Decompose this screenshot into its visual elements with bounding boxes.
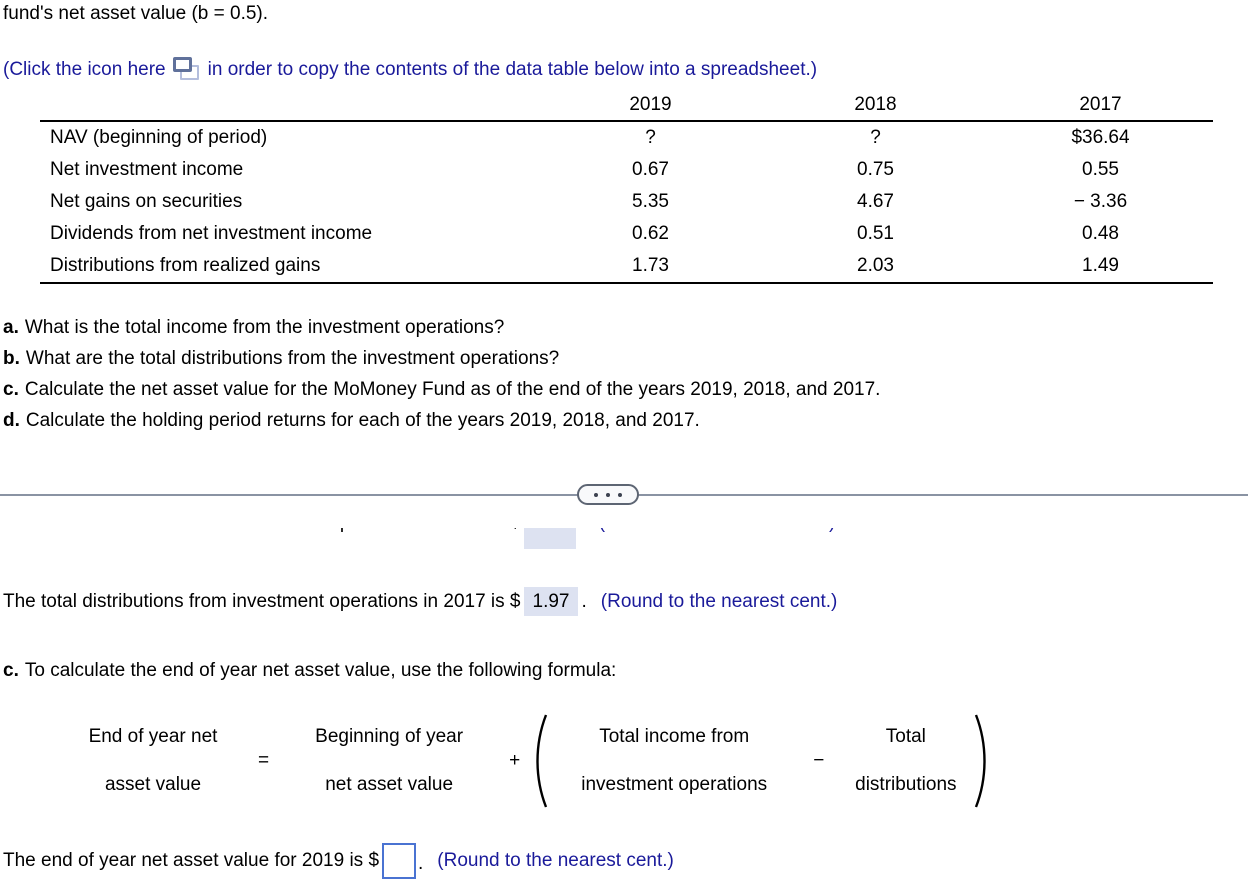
cell-value: 5.35 xyxy=(632,191,669,212)
question-c: c. Calculate the net asset value for the … xyxy=(3,374,880,405)
cell-value: 1.73 xyxy=(632,255,669,276)
equals-sign: = xyxy=(258,750,270,771)
minus-sign: − xyxy=(813,750,825,771)
cell-value: 4.67 xyxy=(857,191,894,212)
copy-table-icon[interactable] xyxy=(172,57,199,80)
ellipsis-dot xyxy=(606,492,610,497)
table-row: Net investment income 0.67 0.75 0.55 xyxy=(40,154,1213,186)
answer-line-2017: The total distributions from investment … xyxy=(3,587,838,616)
question-text: Calculate the net asset value for the Mo… xyxy=(24,379,881,400)
final-answer-post: . xyxy=(418,853,424,874)
close-paren xyxy=(975,714,987,808)
cell-value: 1.49 xyxy=(1082,255,1119,276)
table-row: Dividends from net investment income 0.6… xyxy=(40,218,1213,250)
clipped-answer-line-2018: The total distributions from investment … xyxy=(3,528,1246,554)
row-label: Net gains on securities xyxy=(50,191,243,212)
round-note: (Round to the nearest cent.) xyxy=(599,528,836,533)
formula-lhs-line2: asset value xyxy=(104,774,202,795)
question-list: a. What is the total income from the inve… xyxy=(3,312,880,436)
part-c-letter: c. xyxy=(3,660,19,681)
row-label: NAV (beginning of period) xyxy=(50,127,268,148)
table-header-2017: 2017 xyxy=(1079,94,1122,115)
round-note: (Round to the nearest cent.) xyxy=(600,591,838,612)
answer-pre: The total distributions from investment … xyxy=(3,591,521,612)
cell-value: 2.03 xyxy=(857,255,894,276)
table-row: Distributions from realized gains 1.73 2… xyxy=(40,250,1213,282)
question-letter: b. xyxy=(3,348,20,369)
cell-value: − 3.36 xyxy=(1073,191,1128,212)
formula-term3-line1: Total xyxy=(885,726,926,747)
round-note: (Round to the nearest cent.) xyxy=(437,850,674,871)
row-label: Distributions from realized gains xyxy=(50,255,321,276)
question-b: b. What are the total distributions from … xyxy=(3,343,880,374)
clipped-answer-pre: The total distributions from investment … xyxy=(3,528,521,533)
cell-value: ? xyxy=(645,127,656,148)
table-row: NAV (beginning of period) ? ? $36.64 xyxy=(40,122,1213,154)
answer-post: . xyxy=(581,591,587,612)
table-header-2018: 2018 xyxy=(854,94,897,115)
table-header-2019: 2019 xyxy=(629,94,672,115)
final-answer-pre: The end of year net asset value for 2019… xyxy=(3,850,380,871)
formula-term-total-distributions: Total distributions xyxy=(838,713,973,809)
question-text: What are the total distributions from th… xyxy=(25,348,560,369)
answer-input-box[interactable] xyxy=(382,843,417,879)
formula-term2-line1: Total income from xyxy=(599,726,750,747)
table-header-row: 2019 2018 2017 xyxy=(40,90,1213,120)
cell-value: 0.67 xyxy=(632,159,669,180)
table-body: NAV (beginning of period) ? ? $36.64 Net… xyxy=(40,120,1213,284)
ellipsis-button[interactable] xyxy=(577,484,639,505)
copy-instruction-post: in order to copy the contents of the dat… xyxy=(207,59,818,80)
answer-value-2017[interactable]: 1.97 xyxy=(523,587,579,616)
formula-term1-line2: net asset value xyxy=(325,774,454,795)
cell-value: $36.64 xyxy=(1071,127,1130,148)
formula-term-total-income: Total income from investment operations xyxy=(549,713,799,809)
question-d: d. Calculate the holding period returns f… xyxy=(3,405,880,436)
copy-icon-front-sheet xyxy=(172,57,192,72)
copy-instruction-pre: (Click the icon here xyxy=(3,59,166,80)
table-header-spacer xyxy=(40,90,538,120)
cell-value: 0.75 xyxy=(857,159,894,180)
question-a: a. What is the total income from the inve… xyxy=(3,312,880,343)
part-c-text: To calculate the end of year net asset v… xyxy=(24,660,617,681)
formula-term1-line1: Beginning of year xyxy=(315,726,464,747)
cell-value: 0.51 xyxy=(857,223,894,244)
cell-value: 0.55 xyxy=(1082,159,1119,180)
formula-term2-line2: investment operations xyxy=(581,774,768,795)
question-letter: d. xyxy=(3,410,20,431)
formula-lhs-line1: End of year net xyxy=(88,726,218,747)
cell-value: 0.62 xyxy=(632,223,669,244)
plus-sign: + xyxy=(509,750,521,771)
ellipsis-dot xyxy=(594,492,598,497)
open-paren xyxy=(536,714,548,808)
answer-panel: The total distributions from investment … xyxy=(0,528,1248,884)
cell-value: 0.48 xyxy=(1082,223,1119,244)
nav-formula: End of year net asset value = Beginning … xyxy=(62,711,988,811)
question-text: Calculate the holding period returns for… xyxy=(25,410,700,431)
copy-instruction-line: (Click the icon here in order to copy the… xyxy=(3,55,817,85)
formula-lhs: End of year net asset value xyxy=(62,713,244,809)
question-letter: a. xyxy=(3,317,19,338)
fund-data-table: 2019 2018 2017 NAV (beginning of period)… xyxy=(40,90,1213,284)
row-label: Net investment income xyxy=(50,159,244,180)
part-c-intro: c. To calculate the end of year net asset… xyxy=(3,656,616,686)
formula-term3-line2: distributions xyxy=(855,774,957,795)
answer-value-2018[interactable]: 2.54 xyxy=(523,528,577,549)
formula-term-beginning-nav: Beginning of year net asset value xyxy=(283,713,495,809)
table-row: Net gains on securities 5.35 4.67 − 3.36 xyxy=(40,186,1213,218)
row-label: Dividends from net investment income xyxy=(50,223,373,244)
cell-value: ? xyxy=(870,127,881,148)
question-text: What is the total income from the invest… xyxy=(24,317,505,338)
clipped-answer-post: . xyxy=(579,528,584,533)
intro-text: fund's net asset value (b = 0.5). xyxy=(3,3,269,24)
ellipsis-dot xyxy=(618,492,622,497)
question-letter: c. xyxy=(3,379,19,400)
final-answer-line: The end of year net asset value for 2019… xyxy=(3,840,674,882)
